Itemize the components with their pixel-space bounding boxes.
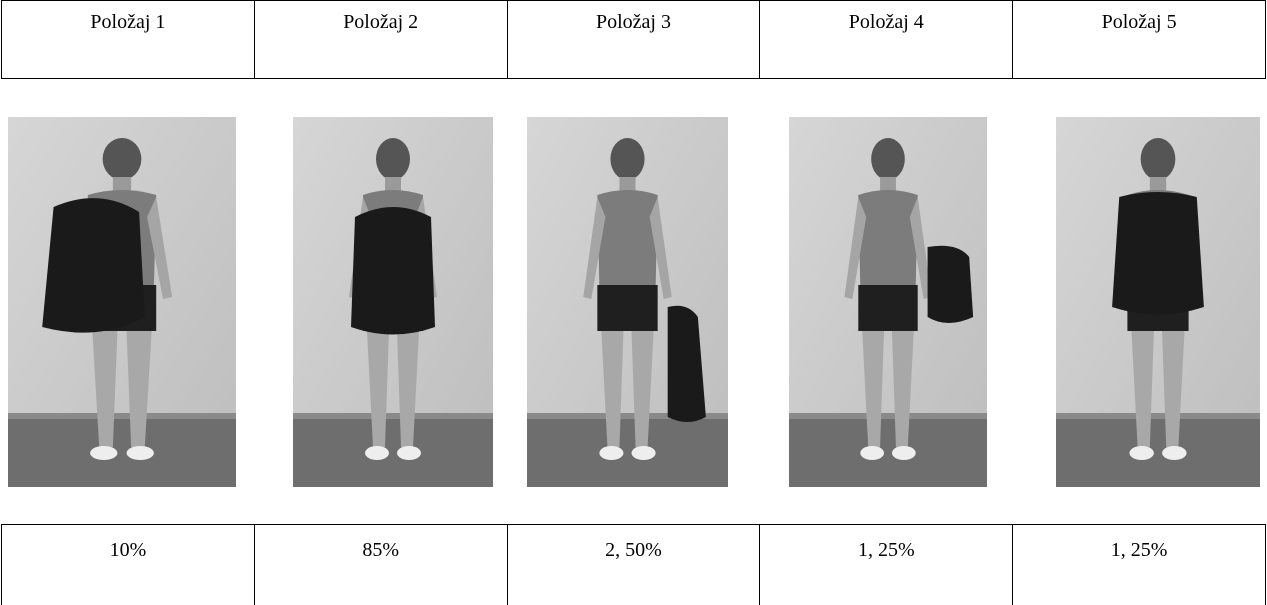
photo [789,117,987,487]
header-cell: Položaj 5 [1012,1,1265,78]
header-cell: Položaj 1 [90,11,166,33]
photo [1056,117,1260,487]
value-cell: 85% [253,525,507,605]
value-row: 10% 85% 2, 50% 1, 25% 1, 25% [1,524,1266,605]
value-cell: 10% [109,539,147,561]
photo [293,117,493,487]
header-cell: Položaj 4 [759,1,1012,78]
header-cell: Položaj 2 [253,1,507,78]
header-cell: Položaj 3 [506,1,760,78]
value-cell: 2, 50% [506,525,760,605]
value-cell: 1, 25% [759,525,1012,605]
value-cell: 1, 25% [1012,525,1265,605]
photo [527,117,728,487]
photo [8,117,236,487]
header-row: Položaj 1 Položaj 2 Položaj 3 Položaj 4 … [1,0,1266,79]
